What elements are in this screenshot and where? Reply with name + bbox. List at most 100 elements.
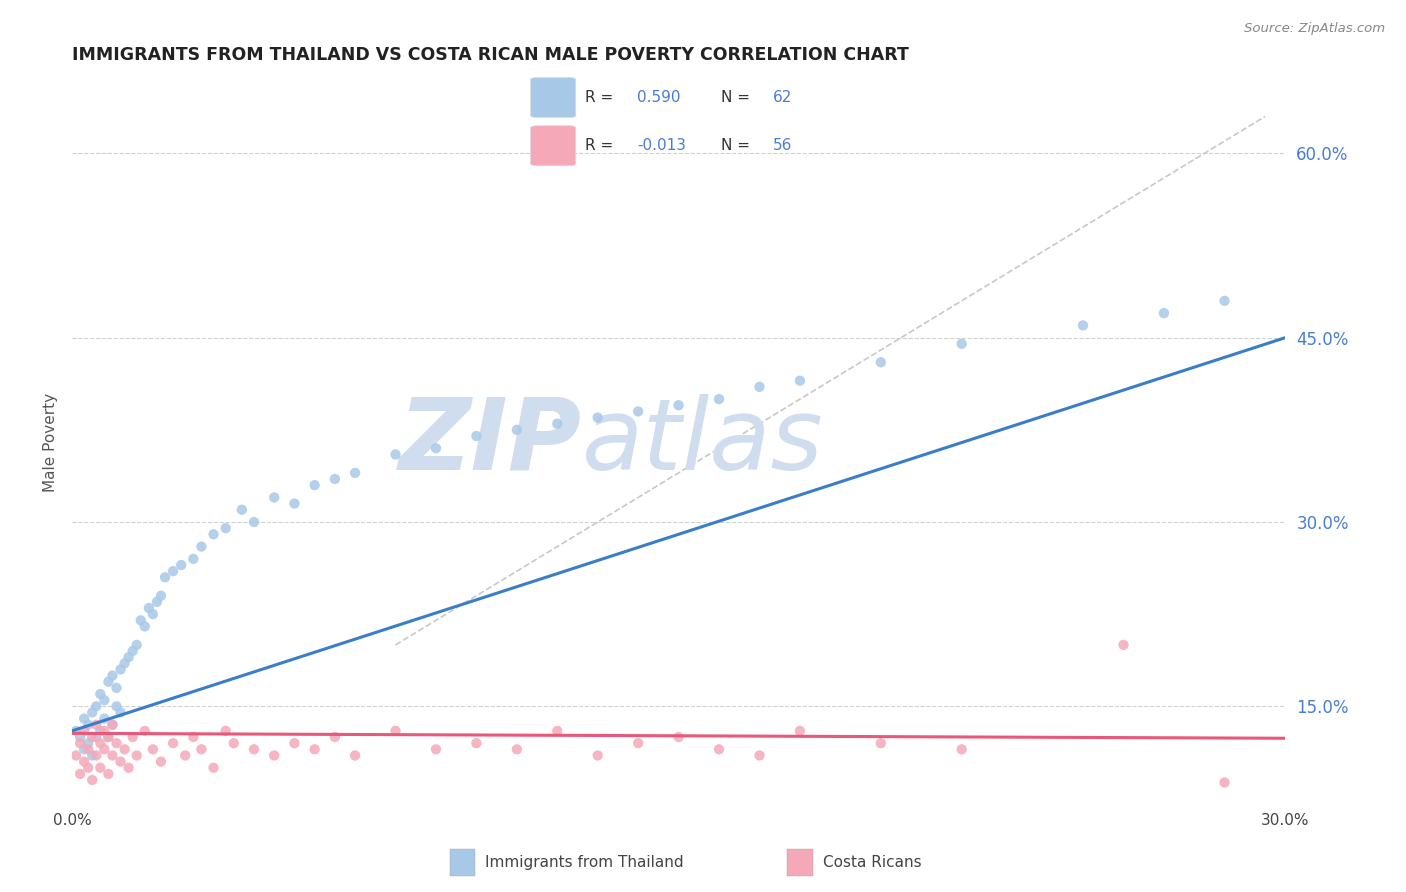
Text: atlas: atlas <box>582 393 823 491</box>
Point <box>950 742 973 756</box>
Point <box>134 619 156 633</box>
Point <box>707 392 730 406</box>
Point <box>222 736 245 750</box>
Point <box>950 336 973 351</box>
Point <box>101 668 124 682</box>
Point <box>586 748 609 763</box>
Point <box>105 699 128 714</box>
Point <box>215 723 238 738</box>
Point <box>546 417 568 431</box>
FancyBboxPatch shape <box>530 78 576 118</box>
Point <box>283 736 305 750</box>
Point <box>183 552 205 566</box>
Point <box>97 730 120 744</box>
Point <box>283 497 305 511</box>
Point <box>89 723 111 738</box>
Point <box>97 767 120 781</box>
Point <box>384 447 406 461</box>
Point <box>114 657 136 671</box>
Point <box>344 466 367 480</box>
Point <box>668 398 690 412</box>
Text: 56: 56 <box>773 137 793 153</box>
Point <box>153 570 176 584</box>
Point <box>101 717 124 731</box>
Point <box>748 380 770 394</box>
Point <box>1112 638 1135 652</box>
Point <box>105 681 128 695</box>
Point <box>114 742 136 756</box>
Text: ZIP: ZIP <box>398 393 582 491</box>
Point <box>384 723 406 738</box>
Point <box>162 736 184 750</box>
Point <box>77 736 100 750</box>
Point <box>142 742 165 756</box>
Point <box>82 748 104 763</box>
Point <box>134 723 156 738</box>
Point <box>190 540 212 554</box>
Point <box>125 638 148 652</box>
FancyBboxPatch shape <box>530 126 576 166</box>
Point <box>668 730 690 744</box>
Text: Source: ZipAtlas.com: Source: ZipAtlas.com <box>1244 22 1385 36</box>
Point <box>231 502 253 516</box>
Text: 62: 62 <box>773 89 793 104</box>
Point <box>65 723 87 738</box>
Point <box>97 730 120 744</box>
Point <box>77 742 100 756</box>
Point <box>77 761 100 775</box>
Point <box>869 355 891 369</box>
Text: -0.013: -0.013 <box>637 137 686 153</box>
Text: Costa Ricans: Costa Ricans <box>823 855 921 870</box>
Point <box>117 650 139 665</box>
Point <box>117 761 139 775</box>
Point <box>89 687 111 701</box>
Point <box>170 558 193 572</box>
Point <box>82 706 104 720</box>
Point <box>425 442 447 456</box>
Point <box>465 429 488 443</box>
Point <box>84 699 107 714</box>
Text: R =: R = <box>585 137 619 153</box>
Point <box>149 755 172 769</box>
Point <box>121 644 143 658</box>
Point <box>89 736 111 750</box>
Point <box>586 410 609 425</box>
Point <box>125 748 148 763</box>
Point <box>101 717 124 731</box>
Point <box>190 742 212 756</box>
Point <box>142 607 165 622</box>
Point <box>243 515 266 529</box>
Point <box>69 736 91 750</box>
Point <box>93 712 115 726</box>
Text: Immigrants from Thailand: Immigrants from Thailand <box>485 855 683 870</box>
Point <box>65 748 87 763</box>
Point <box>506 742 529 756</box>
Point <box>1213 293 1236 308</box>
Point <box>73 723 96 738</box>
Point <box>97 674 120 689</box>
Point <box>105 736 128 750</box>
Text: IMMIGRANTS FROM THAILAND VS COSTA RICAN MALE POVERTY CORRELATION CHART: IMMIGRANTS FROM THAILAND VS COSTA RICAN … <box>72 46 908 64</box>
Point <box>110 706 132 720</box>
Point <box>707 742 730 756</box>
Point <box>69 767 91 781</box>
Point <box>82 772 104 787</box>
Point <box>138 601 160 615</box>
Text: 0.590: 0.590 <box>637 89 681 104</box>
Point <box>425 742 447 756</box>
Point <box>215 521 238 535</box>
Point <box>93 693 115 707</box>
Point <box>149 589 172 603</box>
Point <box>263 748 285 763</box>
Point <box>789 723 811 738</box>
Point <box>323 472 346 486</box>
Point <box>1213 775 1236 789</box>
Point <box>82 730 104 744</box>
Point <box>93 742 115 756</box>
Point <box>101 748 124 763</box>
Point <box>243 742 266 756</box>
Y-axis label: Male Poverty: Male Poverty <box>44 392 58 491</box>
Point <box>627 404 650 418</box>
Point <box>129 613 152 627</box>
Point <box>1153 306 1175 320</box>
